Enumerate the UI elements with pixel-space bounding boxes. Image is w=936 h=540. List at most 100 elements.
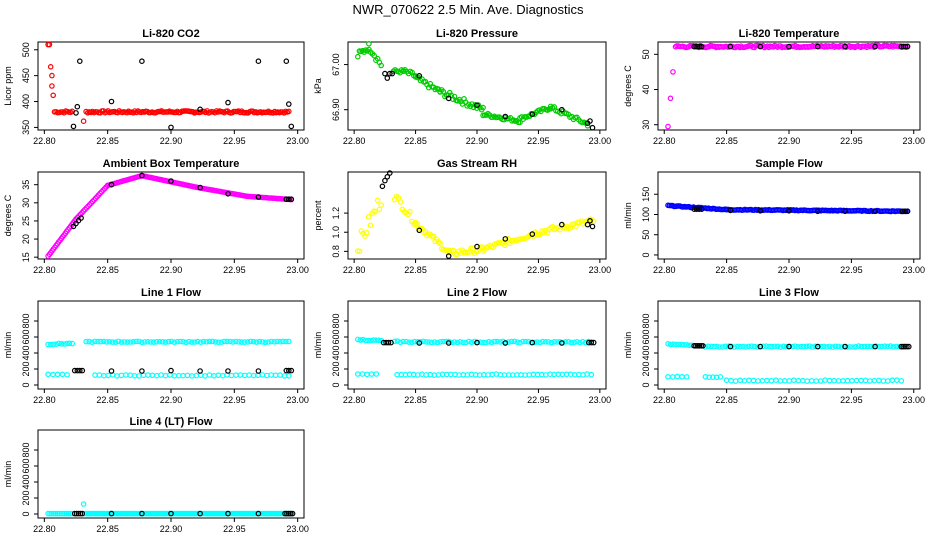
data-point — [855, 343, 862, 349]
data-point — [590, 218, 597, 225]
data-point — [206, 372, 213, 378]
data-point — [61, 341, 67, 347]
data-point — [800, 343, 807, 350]
y-tick-label: 0 — [331, 382, 341, 387]
x-tick-label: 23.00 — [589, 265, 612, 275]
data-point — [180, 338, 186, 345]
data-point — [889, 377, 896, 384]
data-point — [225, 191, 231, 197]
data-point — [494, 338, 501, 345]
data-point — [531, 339, 538, 346]
series-reference — [379, 170, 596, 259]
y-axis-label: ml/min — [3, 461, 13, 488]
data-point — [73, 510, 80, 517]
data-point — [59, 371, 66, 378]
y-axis-label: ml/min — [623, 332, 633, 359]
data-point — [416, 340, 423, 346]
data-point — [158, 372, 164, 378]
data-point — [385, 339, 392, 346]
series-reference — [691, 43, 911, 50]
data-point — [842, 343, 848, 350]
x-tick-label: 23.00 — [286, 265, 309, 275]
data-point — [411, 338, 418, 345]
data-point — [79, 367, 86, 374]
data-point — [440, 338, 446, 345]
data-point — [374, 197, 381, 204]
data-point — [197, 184, 203, 191]
y-axis-label: ml/min — [3, 332, 13, 359]
data-point — [502, 113, 509, 120]
series-sample — [45, 41, 292, 116]
x-tick-label: 22.95 — [840, 265, 863, 275]
data-point — [378, 62, 385, 69]
data-point — [814, 208, 821, 215]
x-tick-label: 22.95 — [527, 136, 550, 146]
data-point — [272, 372, 279, 379]
y-axis-label: ml/min — [313, 332, 323, 359]
data-point — [285, 338, 292, 345]
data-point — [783, 343, 790, 350]
data-point — [224, 338, 230, 345]
data-point — [280, 338, 286, 345]
data-point — [168, 338, 175, 345]
data-point — [255, 510, 262, 517]
data-point — [73, 110, 79, 116]
x-tick-label: 23.00 — [589, 395, 612, 405]
y-tick-label: 35 — [21, 180, 31, 190]
y-axis-label: kPa — [313, 78, 323, 94]
data-point — [242, 372, 248, 379]
y-tick-label: 400 — [21, 345, 31, 360]
data-point — [287, 510, 294, 517]
data-point — [502, 242, 508, 249]
data-point — [670, 341, 677, 348]
data-point — [440, 88, 447, 95]
data-point — [384, 174, 391, 180]
data-point — [474, 339, 480, 346]
x-tick-label: 23.00 — [902, 395, 925, 405]
data-point — [579, 338, 586, 345]
data-point — [812, 343, 819, 350]
data-point — [766, 343, 772, 350]
x-tick-label: 22.90 — [466, 395, 489, 405]
y-axis-label: percent — [313, 200, 323, 231]
data-point — [367, 222, 374, 229]
data-point — [806, 343, 813, 350]
data-point — [288, 123, 295, 130]
data-point — [50, 371, 56, 378]
panel-line2: Line 2 Flow ml/min 22.80 22.85 22.90 22.95 23.… — [313, 287, 611, 405]
data-point — [162, 372, 169, 379]
data-point — [289, 510, 296, 517]
series-reference — [70, 58, 295, 131]
data-point — [803, 343, 810, 350]
data-point — [193, 372, 200, 379]
series-reference — [380, 339, 597, 346]
data-point — [65, 510, 72, 517]
data-point — [153, 338, 160, 345]
data-point — [400, 338, 407, 345]
data-point — [902, 43, 909, 50]
data-point — [520, 338, 526, 345]
data-point — [55, 340, 62, 347]
data-point — [364, 371, 370, 378]
data-point — [227, 338, 233, 345]
data-point — [394, 338, 401, 345]
x-tick-label: 22.80 — [33, 265, 56, 275]
data-point — [189, 339, 195, 345]
y-axis-label: ml/min — [623, 202, 633, 229]
data-point — [665, 373, 671, 380]
data-point — [156, 338, 163, 345]
data-point — [584, 221, 591, 228]
panel-title: Li-820 CO2 — [142, 28, 199, 40]
data-point — [898, 378, 905, 384]
data-point — [219, 372, 226, 379]
y-tick-label: 400 — [21, 94, 31, 109]
data-point — [384, 75, 391, 81]
data-point — [123, 372, 129, 378]
series-sample — [45, 172, 295, 259]
data-point — [571, 339, 578, 346]
data-point — [368, 371, 375, 377]
data-point — [517, 339, 523, 346]
data-point — [463, 339, 469, 346]
y-tick-label: 40 — [641, 85, 651, 95]
data-point — [215, 339, 222, 346]
